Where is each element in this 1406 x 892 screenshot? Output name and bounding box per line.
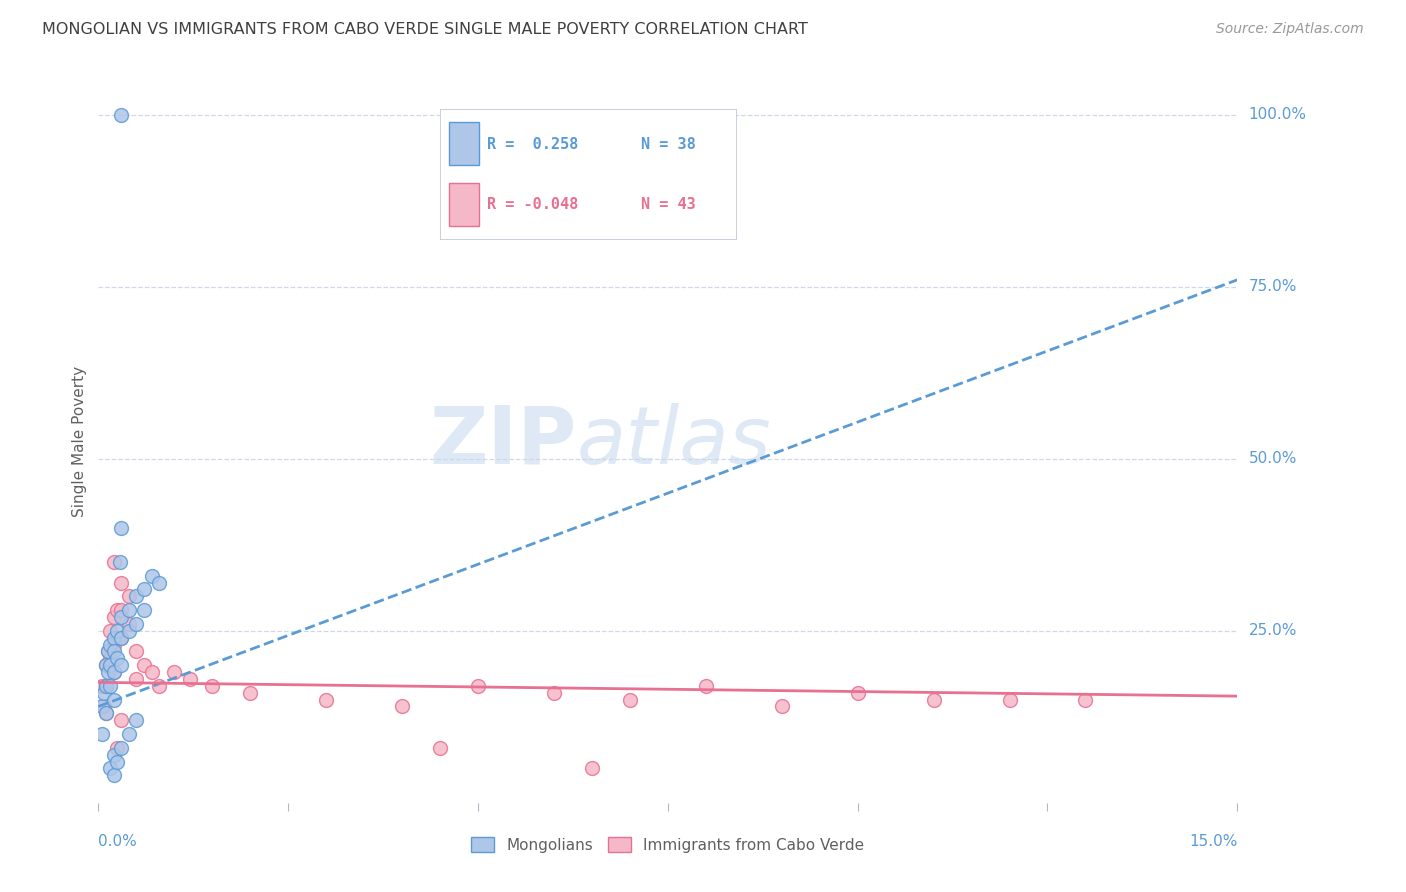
Point [132, 603, 155, 617]
Text: MONGOLIAN VS IMMIGRANTS FROM CABO VERDE SINGLE MALE POVERTY CORRELATION CHART: MONGOLIAN VS IMMIGRANTS FROM CABO VERDE … [42, 22, 808, 37]
Point [94, 706, 117, 721]
Point [846, 686, 869, 700]
Point [91, 727, 114, 741]
Text: 75.0%: 75.0% [1249, 279, 1296, 294]
Point [141, 665, 163, 679]
Point [110, 658, 132, 673]
Point [103, 638, 125, 652]
Point [148, 679, 170, 693]
Point [96, 644, 118, 658]
Point [110, 108, 132, 122]
Point [108, 555, 131, 569]
Point [98, 679, 121, 693]
Point [103, 692, 125, 706]
Text: 100.0%: 100.0% [1249, 107, 1306, 122]
Point [94, 658, 117, 673]
Point [103, 665, 125, 679]
Text: 0.0%: 0.0% [98, 834, 138, 849]
Point [125, 713, 148, 727]
Point [695, 679, 717, 693]
Point [998, 692, 1021, 706]
Point [93, 699, 115, 714]
Legend: Mongolians, Immigrants from Cabo Verde: Mongolians, Immigrants from Cabo Verde [464, 829, 872, 860]
Point [98, 624, 121, 638]
Point [118, 590, 141, 604]
Point [98, 651, 121, 665]
Point [141, 568, 163, 582]
Point [125, 590, 148, 604]
Point [110, 740, 132, 755]
Point [94, 706, 117, 721]
Point [91, 679, 114, 693]
Text: 25.0%: 25.0% [1249, 624, 1296, 639]
Point [103, 768, 125, 782]
Point [103, 631, 125, 645]
Point [94, 679, 117, 693]
Point [94, 679, 117, 693]
Point [110, 575, 132, 590]
Point [467, 679, 489, 693]
Point [922, 692, 945, 706]
Point [125, 616, 148, 631]
Y-axis label: Single Male Poverty: Single Male Poverty [72, 366, 87, 517]
Point [96, 644, 118, 658]
Point [429, 740, 451, 755]
Point [110, 631, 132, 645]
Point [110, 603, 132, 617]
Point [110, 713, 132, 727]
Point [96, 665, 118, 679]
Point [315, 692, 337, 706]
Point [391, 699, 413, 714]
Text: Source: ZipAtlas.com: Source: ZipAtlas.com [1216, 22, 1364, 37]
Point [179, 672, 201, 686]
Point [581, 761, 603, 775]
Point [619, 692, 641, 706]
Point [103, 555, 125, 569]
Point [163, 665, 186, 679]
Point [118, 616, 141, 631]
Point [125, 672, 148, 686]
Point [107, 631, 129, 645]
Point [201, 679, 224, 693]
Text: 15.0%: 15.0% [1189, 834, 1237, 849]
Point [107, 755, 129, 769]
Point [110, 610, 132, 624]
Point [125, 644, 148, 658]
Point [118, 727, 141, 741]
Point [103, 644, 125, 658]
Point [103, 665, 125, 679]
Point [107, 740, 129, 755]
Point [110, 520, 132, 534]
Point [107, 603, 129, 617]
Point [148, 575, 170, 590]
Text: ZIP: ZIP [429, 402, 576, 481]
Point [98, 658, 121, 673]
Point [543, 686, 565, 700]
Point [110, 631, 132, 645]
Point [91, 699, 114, 714]
Point [770, 699, 793, 714]
Point [93, 686, 115, 700]
Point [98, 761, 121, 775]
Point [103, 747, 125, 762]
Point [1074, 692, 1097, 706]
Point [107, 624, 129, 638]
Text: atlas: atlas [576, 402, 772, 481]
Point [98, 638, 121, 652]
Point [239, 686, 262, 700]
Point [118, 603, 141, 617]
Point [132, 658, 155, 673]
Point [107, 651, 129, 665]
Point [132, 582, 155, 597]
Point [103, 610, 125, 624]
Point [118, 624, 141, 638]
Point [94, 658, 117, 673]
Text: 50.0%: 50.0% [1249, 451, 1296, 467]
